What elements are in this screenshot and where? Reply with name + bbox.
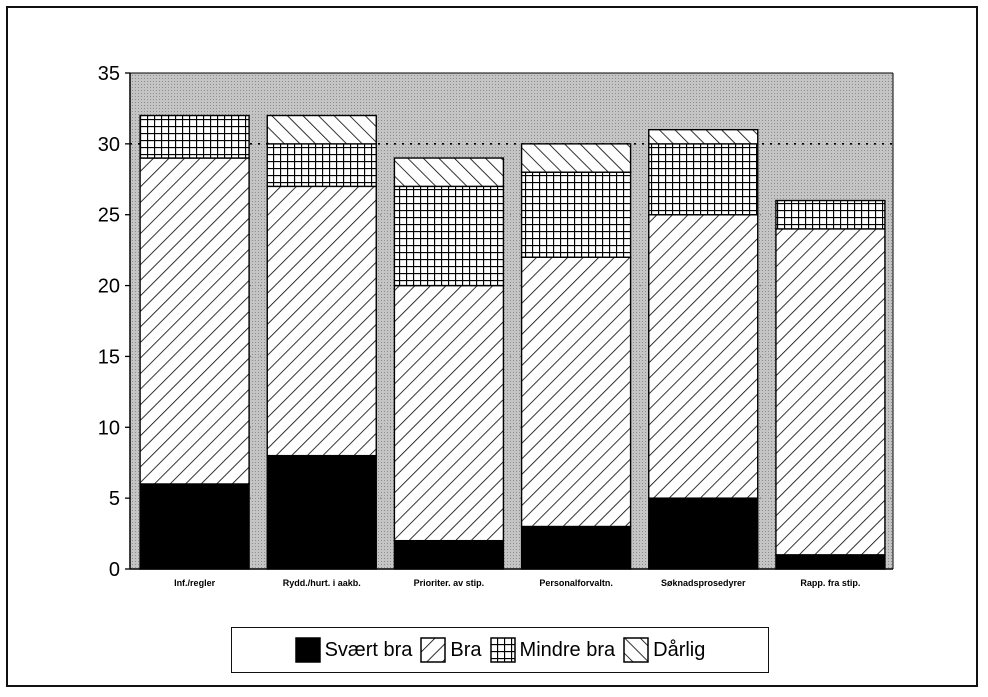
legend-item-darlig: Dårlig [623,637,705,663]
legend-item-svaert-bra: Svært bra [294,637,413,663]
bar-segment-solid [266,454,377,570]
y-tick-label: 10 [98,417,120,439]
x-tick-label: Prioriter. av stip. [414,578,485,588]
bar-segment-grid [520,171,632,258]
bar-segment-diagonal-forward [520,256,632,528]
legend-label: Bra [450,638,482,661]
x-tick-label: Søknadsprosedyrer [661,578,746,588]
bar-segment-diagonal-back [648,128,759,145]
bar-segment-diagonal-forward [266,185,377,457]
bar-segment-solid [648,497,759,570]
legend-swatch-grid [489,637,516,663]
x-tick-label: Rapp. fra stip. [800,578,860,588]
bar-segment-diagonal-back [393,157,505,188]
legend-swatch-diagonal [420,637,447,663]
bar-segment-grid [393,185,505,287]
y-tick-label: 25 [98,205,120,227]
bar-segment-grid [648,143,759,216]
bar-segment-solid [393,539,505,570]
legend: Svært bra Bra Mindre bra Dårlig [231,627,769,673]
y-tick-label: 0 [109,559,120,581]
bar-segment-diagonal-back [520,143,632,173]
chart-frame [6,6,978,687]
y-tick-label: 35 [98,63,120,85]
bar-segment-solid [775,554,886,570]
y-tick-label: 30 [98,134,120,156]
legend-label: Svært bra [324,638,413,661]
y-tick-label: 15 [98,346,120,368]
legend-item-mindre-bra: Mindre bra [489,637,616,663]
bar-segment-grid [139,114,250,159]
legend-item-bra: Bra [420,637,482,663]
legend-swatch-backslash [623,637,649,663]
legend-label: Dårlig [653,638,706,661]
plot-area [130,73,893,569]
x-tick-label: Rydd./hurt. i aakb. [283,578,361,588]
y-tick-label: 5 [109,488,120,510]
bar-segment-solid [139,483,250,570]
bar-segment-diagonal-forward [393,284,505,542]
bar-segment-grid [775,199,886,230]
x-tick-label: Personalforvaltn. [539,578,613,588]
bar-segment-diagonal-back [266,114,377,145]
bar-segment-grid [266,143,377,188]
bar-segment-solid [520,525,632,570]
bar-segment-diagonal-forward [648,214,759,499]
bar-segment-diagonal-forward [139,157,250,485]
y-tick-label: 20 [98,276,120,298]
legend-swatch-solid [294,637,321,663]
legend-label: Mindre bra [519,638,616,661]
bar-segment-diagonal-forward [775,228,886,556]
x-tick-label: Inf./regler [174,578,216,588]
